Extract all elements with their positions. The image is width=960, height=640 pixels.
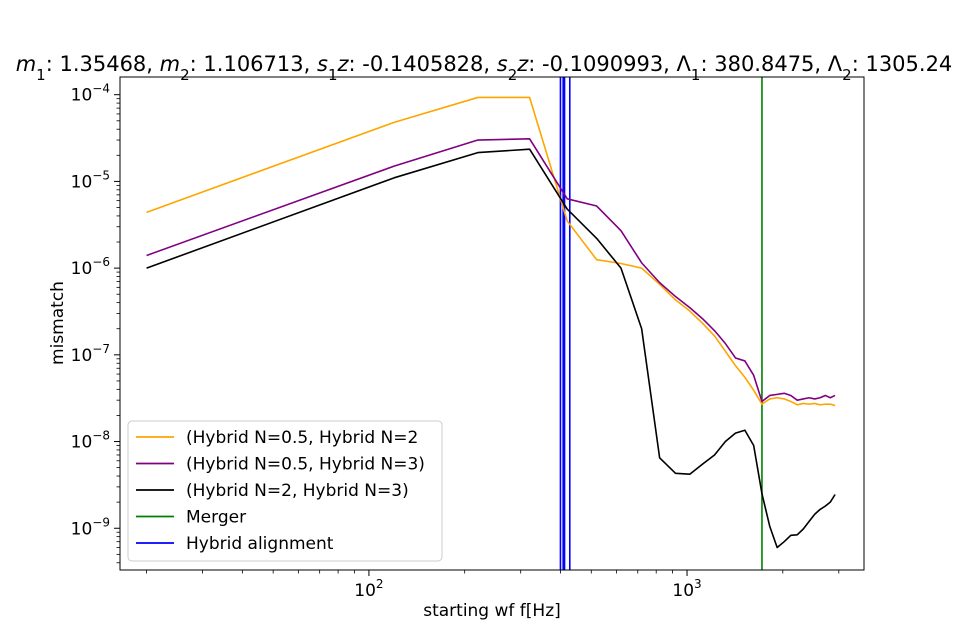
title-part: 2 [508,66,518,84]
x-axis-ticks: 102 103 [146,570,840,601]
title-part: s [497,52,508,76]
x-tick-label: 102 [354,577,383,601]
y-tick-label: 10−9 [71,515,110,539]
y-axis-ticks: 10−9 10−8 10−7 10−6 10−5 10−4 [71,82,120,564]
y-axis-label: mismatch [48,281,68,365]
y-tick-label: 10−6 [71,255,110,279]
title-part: 1 [691,66,701,84]
x-axis-label: starting wf f[Hz] [423,601,561,621]
title-part: : -0.1405828, [349,52,497,76]
vertical-lines [559,77,763,570]
title-part: 1 [328,66,338,84]
title-part: m [16,52,36,76]
y-tick-label: 10−8 [71,429,110,453]
data-series [146,96,836,549]
x-tick-label: 103 [672,577,701,601]
plot-area [119,76,865,571]
title-part: : 380.8475, [700,52,827,76]
title-part: 1 [36,66,46,84]
title-part: m [160,52,180,76]
title-part: z [516,52,529,76]
legend-label: Merger [186,508,246,528]
legend-label: (Hybrid N=2, Hybrid N=3) [186,481,409,501]
title-part: : 1305.24 [852,52,953,76]
title-part: z [336,52,349,76]
title-part: 2 [842,66,852,84]
legend-label: Hybrid alignment [186,534,334,554]
title-part: : 1.35468, [46,52,160,76]
title-part: Λ [677,52,692,76]
chart-title: m1: 1.35468, m2: 1.106713, s1z: -0.14058… [16,52,953,84]
title-part: Λ [828,52,843,76]
series-line-3 [146,148,836,549]
title-part: s [317,52,328,76]
series-line-2 [146,138,836,403]
legend-label: (Hybrid N=0.5, Hybrid N=2 [186,428,418,448]
y-tick-label: 10−7 [71,342,110,366]
title-part: : -0.1090993, [528,52,676,76]
legend-label: (Hybrid N=0.5, Hybrid N=3) [186,455,425,475]
y-tick-label: 10−4 [71,82,110,106]
series-line-1 [146,96,836,407]
legend: (Hybrid N=0.5, Hybrid N=2 (Hybrid N=0.5, … [127,420,443,562]
title-part: : 1.106713, [190,52,317,76]
title-part: 2 [180,66,190,84]
axes-frame [119,76,865,571]
legend-box [127,420,443,562]
y-tick-label: 10−5 [71,168,110,192]
